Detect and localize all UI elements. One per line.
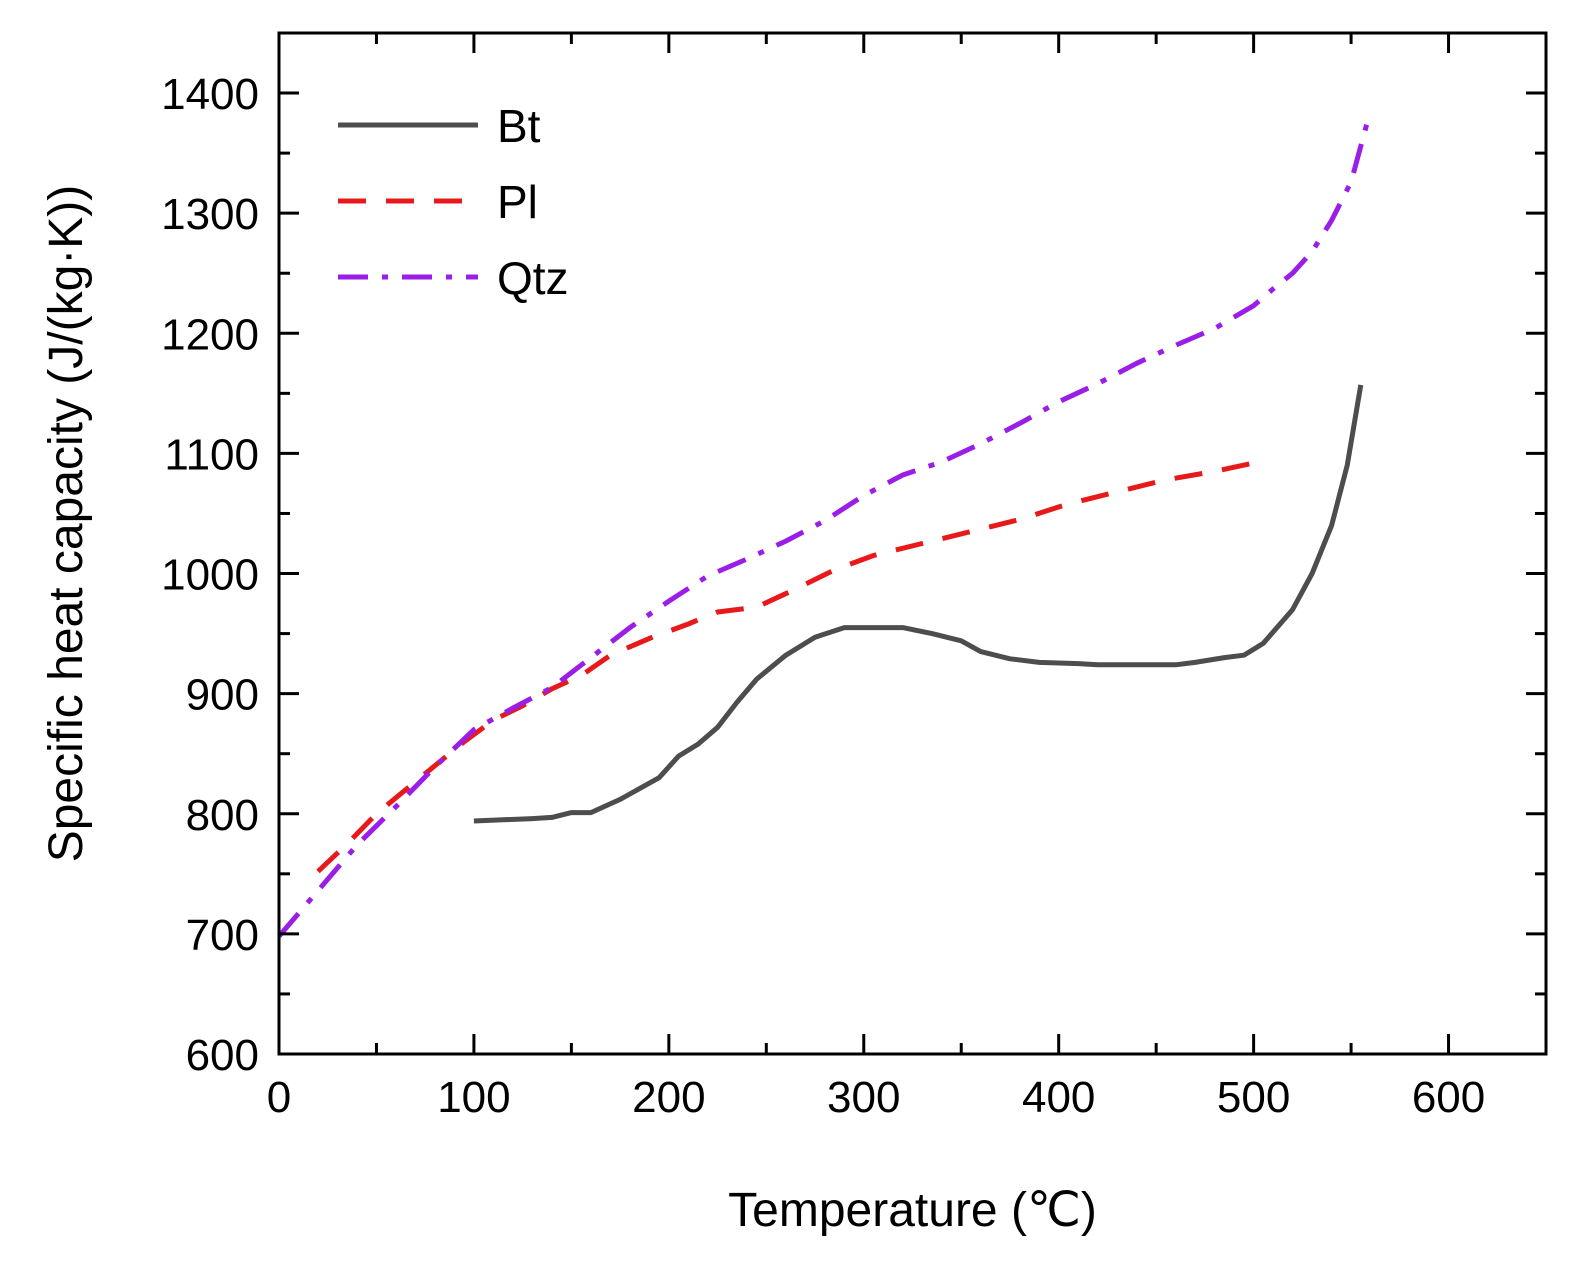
y-tick-label: 1200 bbox=[161, 310, 259, 359]
series-layer bbox=[277, 123, 1370, 938]
y-axis-title: Specific heat capacity (J/(kg·K)) bbox=[40, 185, 93, 863]
legend-label-qtz: Qtz bbox=[497, 252, 569, 304]
plot-frame bbox=[277, 31, 1548, 1056]
series-line-qtz bbox=[277, 123, 1370, 938]
legend: Bt Pl Qtz bbox=[338, 100, 569, 304]
x-tick-label: 600 bbox=[1412, 1073, 1485, 1122]
y-tick-label: 600 bbox=[186, 1031, 259, 1080]
y-tick-label: 1100 bbox=[164, 430, 259, 479]
series-line-bt bbox=[473, 384, 1364, 824]
y-tick-label: 800 bbox=[186, 791, 259, 840]
legend-label-bt: Bt bbox=[497, 100, 541, 152]
legend-label-pl: Pl bbox=[497, 176, 538, 228]
y-tick-label: 1300 bbox=[161, 190, 259, 239]
x-tick-label: 500 bbox=[1217, 1073, 1290, 1122]
x-tick-label: 0 bbox=[267, 1073, 291, 1122]
y-tick-label: 700 bbox=[186, 911, 259, 960]
y-tick-label: 1000 bbox=[161, 551, 259, 600]
ticks-layer: 0 100 200 300 400 500 600 600 700 800 900 1000 1100 1… bbox=[161, 33, 1546, 1122]
x-tick-label: 100 bbox=[437, 1073, 510, 1122]
y-tick-label: 900 bbox=[186, 671, 259, 720]
x-axis-title: Temperature (℃) bbox=[728, 1184, 1097, 1237]
y-tick-label: 1400 bbox=[161, 70, 259, 119]
x-tick-label: 300 bbox=[827, 1073, 900, 1122]
x-tick-label: 200 bbox=[632, 1073, 705, 1122]
x-tick-label: 400 bbox=[1022, 1073, 1095, 1122]
